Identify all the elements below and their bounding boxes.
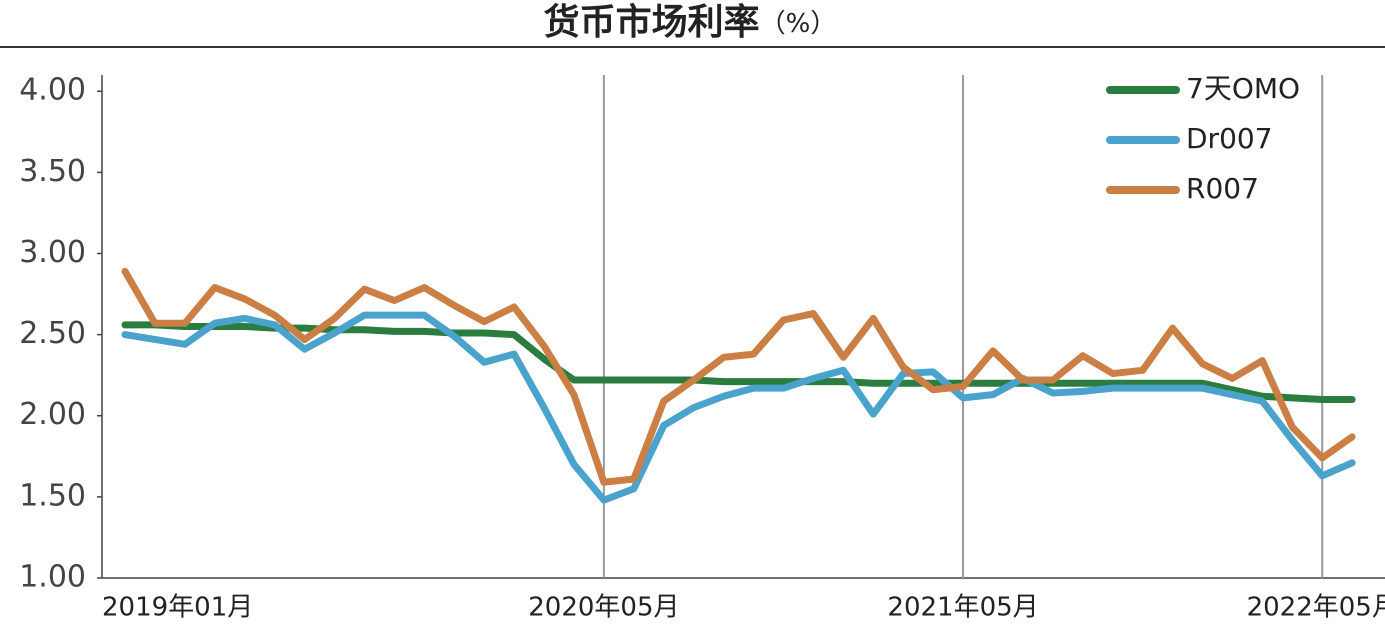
legend-label: Dr007 [1186, 122, 1273, 155]
title-text: 货币市场利率 [544, 2, 760, 43]
y-tick-label: 2.00 [19, 397, 86, 432]
y-tick-label: 2.50 [19, 316, 86, 351]
y-tick-label: 1.50 [19, 478, 86, 513]
series-line [121, 311, 1356, 504]
x-tick-label: 2019年01月 [102, 593, 253, 623]
chart-title: 货币市场利率（%） [544, 2, 837, 43]
series-line [121, 321, 1356, 404]
x-tick-label: 2022年05月 [1247, 593, 1385, 623]
y-tick-label: 3.50 [19, 154, 86, 189]
series-line [121, 267, 1356, 486]
legend-label: R007 [1186, 172, 1259, 205]
x-tick-label: 2021年05月 [887, 593, 1038, 623]
y-tick-label: 4.00 [19, 73, 86, 108]
legend-label: 7天OMO [1186, 72, 1300, 105]
y-tick-label: 3.00 [19, 235, 86, 270]
y-tick-label: 1.00 [19, 560, 86, 595]
x-tick-label: 2020年05月 [528, 593, 679, 623]
title-unit: （%） [760, 9, 837, 39]
